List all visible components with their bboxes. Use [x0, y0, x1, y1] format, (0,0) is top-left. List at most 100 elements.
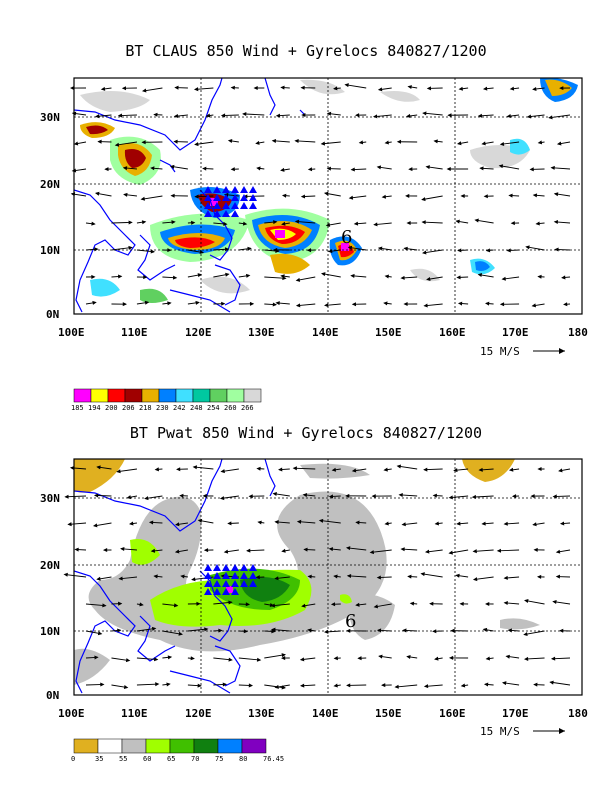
colorbar-swatch — [73, 388, 92, 403]
wind-vector-head — [384, 274, 389, 279]
wind-vector-head — [333, 574, 338, 579]
gyre-marker — [240, 186, 248, 193]
wind-vector-head — [100, 682, 105, 687]
wind-vector-head — [281, 653, 287, 658]
panel2-wind-vectors — [63, 464, 571, 690]
wind-vector-head — [281, 548, 286, 553]
wind-vector-head — [122, 302, 127, 307]
panel2-lat-label: 10N — [40, 625, 60, 638]
wind-vector-head — [307, 167, 313, 172]
wind-vector-head — [371, 494, 376, 499]
wind-vector-head — [326, 166, 331, 171]
wind-vector-head — [355, 520, 360, 525]
wind-vector-head — [151, 626, 157, 631]
colorbar-swatch — [158, 388, 177, 403]
wind-vector-head — [510, 221, 515, 226]
wind-vector-head — [508, 467, 514, 472]
wind-vector-head — [381, 194, 387, 199]
wind-vector-head — [323, 191, 329, 196]
wind-vector-head — [402, 628, 407, 633]
wind-vector — [264, 276, 286, 279]
wind-vector-head — [128, 245, 133, 250]
wind-vector-head — [243, 629, 249, 634]
wind-vector — [346, 547, 367, 551]
colorbar-swatch — [169, 738, 195, 754]
wind-vector-head — [333, 86, 338, 91]
wind-vector-head — [191, 577, 196, 582]
panel1-lon-label: 110E — [121, 326, 148, 339]
wind-vector-head — [242, 221, 248, 226]
wind-vector — [549, 114, 571, 119]
wind-vector-head — [453, 468, 458, 473]
wind-vector-head — [102, 548, 108, 553]
wind-vector-head — [420, 572, 425, 577]
wind-vector — [111, 247, 132, 251]
wind-vector-head — [502, 681, 507, 686]
panel2-lon-label: 170E — [502, 707, 529, 720]
wind-vector-head — [376, 165, 382, 170]
wind-vector-head — [478, 467, 483, 472]
wind-vector-head — [553, 220, 559, 225]
wind-vector — [321, 141, 341, 145]
wind-vector-head — [549, 680, 554, 685]
wind-vector-head — [74, 547, 79, 552]
wind-vector-head — [456, 521, 461, 526]
wind-vector-head — [424, 549, 430, 554]
wind-vector-head — [524, 599, 529, 603]
wind-vector-head — [556, 141, 562, 146]
panel2-lon-labels: 100E 110E 120E 130E 140E 150E 160E 170E … — [58, 707, 588, 720]
wind-vector-head — [421, 197, 426, 202]
wind-vector-head — [69, 86, 75, 91]
wind-vector-head — [96, 576, 101, 581]
wind-vector-head — [118, 601, 123, 606]
wind-vector-head — [407, 574, 412, 579]
gyre-marker — [249, 202, 257, 209]
wind-vector-head — [526, 114, 532, 119]
wind-vector — [473, 549, 494, 552]
wind-vector-head — [531, 303, 537, 308]
wind-vector-head — [433, 139, 438, 144]
panel1-lat-label: 20N — [40, 178, 60, 191]
wind-vector-head — [117, 628, 122, 633]
wind-vector-head — [331, 467, 337, 472]
wind-vector-head — [166, 682, 171, 687]
panel1-lat-label: 30N — [40, 111, 60, 124]
wind-vector-head — [326, 111, 332, 116]
wind-vector-head — [377, 87, 383, 92]
panel2-frame — [73, 458, 583, 696]
wind-vector-head — [499, 302, 505, 307]
colorbar-label: 0 — [71, 755, 75, 763]
wind-vector-head — [455, 219, 460, 224]
wind-vector-head — [529, 167, 534, 172]
gyre-marker — [213, 194, 221, 201]
wind-vector-head — [384, 521, 389, 526]
wind-vector-head — [91, 221, 96, 226]
wind-vector-head — [94, 191, 100, 196]
wind-vector-head — [223, 221, 228, 226]
wind-vector-head — [373, 604, 379, 609]
panel1-lat-label: 10N — [40, 244, 60, 257]
wind-vector-head — [321, 272, 326, 277]
wind-vector-head — [122, 166, 128, 171]
wind-vector-head — [536, 574, 542, 579]
wind-vector-head — [174, 549, 180, 554]
wind-vector-head — [179, 493, 184, 498]
wind-vector-head — [307, 628, 312, 633]
wind-vector-head — [448, 655, 454, 660]
wind-vector-head — [205, 113, 211, 118]
wind-vector-head — [294, 139, 299, 144]
wind-vector-head — [280, 167, 285, 172]
wind-vector-head — [272, 491, 277, 496]
wind-vector-head — [407, 85, 412, 90]
wind-vector-head — [482, 627, 488, 632]
wind-vector-head — [537, 466, 542, 472]
wind-vector-head — [328, 494, 334, 499]
wind-vector-head — [324, 629, 329, 634]
wind-vector-head — [400, 547, 405, 552]
wind-vector-head — [176, 467, 181, 472]
wind-vector-head — [460, 683, 466, 688]
wind-vector-head — [448, 495, 453, 500]
wind-vector — [472, 495, 494, 498]
wind-vector-head — [423, 467, 428, 472]
gyre-marker — [231, 194, 239, 201]
